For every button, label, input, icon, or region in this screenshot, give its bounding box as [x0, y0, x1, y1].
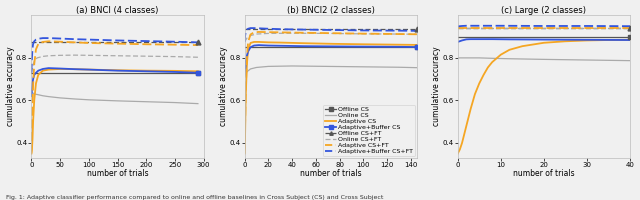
Title: (c) Large (2 classes): (c) Large (2 classes): [501, 6, 586, 15]
X-axis label: number of trials: number of trials: [300, 169, 362, 178]
Title: (b) BNCI2 (2 classes): (b) BNCI2 (2 classes): [287, 6, 374, 15]
X-axis label: number of trials: number of trials: [513, 169, 575, 178]
Title: (a) BNCI (4 classes): (a) BNCI (4 classes): [76, 6, 159, 15]
Text: Fig. 1: Adaptive classifier performance compared to online and offline baselines: Fig. 1: Adaptive classifier performance …: [6, 195, 384, 200]
Legend: Offline CS, Online CS, Adaptive CS, Adaptive+Buffer CS, Offline CS+FT, Online CS: Offline CS, Online CS, Adaptive CS, Adap…: [323, 105, 415, 156]
Y-axis label: cumulative accuracy: cumulative accuracy: [219, 47, 228, 126]
Y-axis label: cumulative accuracy: cumulative accuracy: [432, 47, 441, 126]
X-axis label: number of trials: number of trials: [86, 169, 148, 178]
Y-axis label: cumulative accuracy: cumulative accuracy: [6, 47, 15, 126]
